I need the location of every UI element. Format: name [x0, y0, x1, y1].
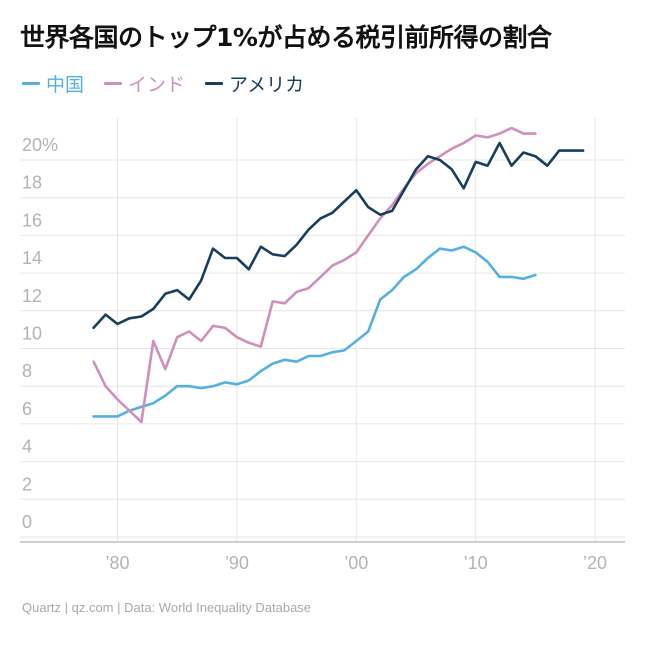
source-footer: Quartz | qz.com | Data: World Inequality… — [22, 600, 312, 615]
y-tick-label: 0 — [22, 512, 32, 532]
x-tick-label: ’90 — [225, 553, 249, 573]
y-tick-label: 14 — [22, 248, 42, 268]
legend-swatch-usa — [205, 82, 224, 85]
y-tick-label: 18 — [22, 173, 42, 193]
series-line-china — [92, 245, 537, 418]
y-tick-label: 8 — [22, 361, 32, 381]
y-tick-label: 6 — [22, 399, 32, 419]
legend-label-china: 中国 — [46, 74, 85, 96]
series-line-india — [92, 126, 537, 424]
y-tick-label: 4 — [22, 437, 32, 457]
legend-swatch-china — [22, 82, 40, 85]
series-line-usa — [92, 141, 585, 330]
x-tick-label: ’00 — [344, 553, 368, 573]
x-tick-label: ’10 — [464, 553, 488, 573]
legend-item-india: インド — [104, 70, 185, 97]
legend-label-usa: アメリカ — [229, 74, 305, 96]
legend-item-usa: アメリカ — [205, 70, 304, 97]
x-tick-label: ’80 — [105, 553, 129, 573]
y-tick-label: 2 — [22, 474, 32, 494]
chart-title: 世界各国のトップ1%が占める税引前所得の割合 — [20, 23, 552, 52]
legend-swatch-india — [104, 82, 123, 85]
legend-label-india: インド — [128, 74, 186, 96]
y-tick-label: 10 — [22, 324, 42, 344]
y-tick-label: 16 — [22, 210, 42, 230]
x-tick-label: ’20 — [583, 553, 607, 573]
legend: 中国 インド アメリカ — [22, 70, 304, 97]
y-tick-label: 12 — [22, 286, 42, 306]
y-tick-label: 20% — [22, 135, 58, 155]
legend-item-china: 中国 — [22, 70, 84, 97]
